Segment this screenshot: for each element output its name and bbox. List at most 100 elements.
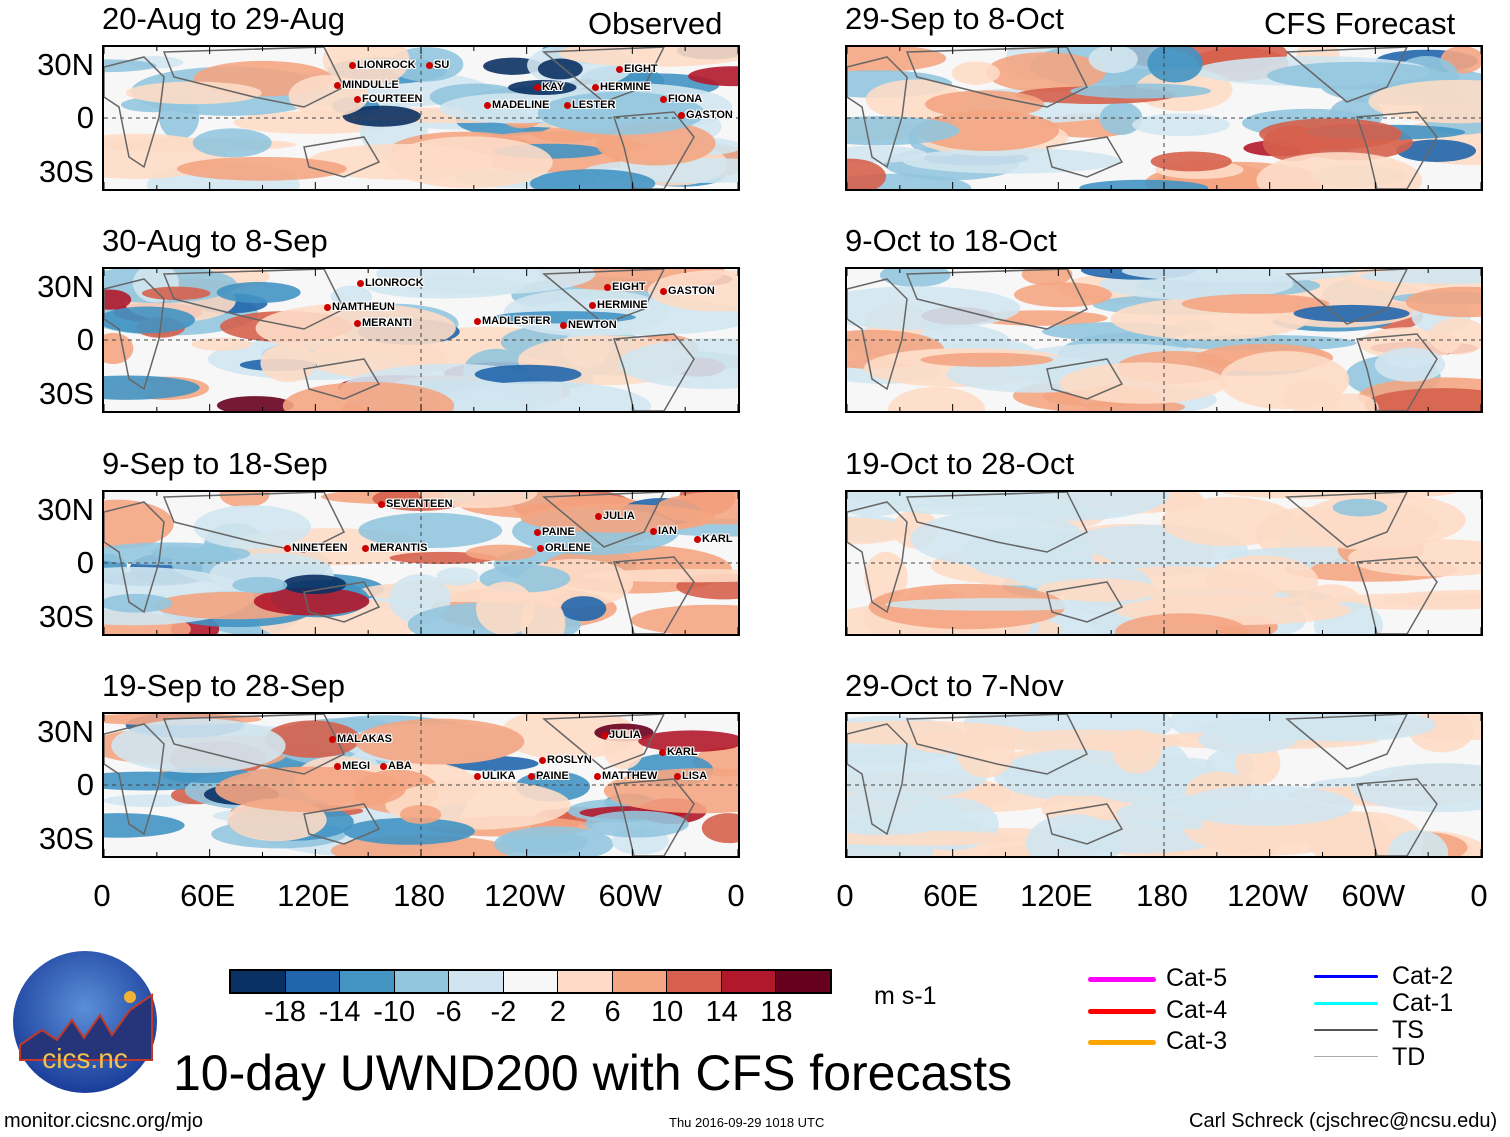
anomaly-contour xyxy=(104,289,132,310)
lon-label: 60W xyxy=(1341,878,1406,913)
anomaly-contour xyxy=(1351,763,1481,813)
australia-outline xyxy=(1046,803,1124,845)
storm-label: NINETEEN xyxy=(284,542,348,554)
anomaly-contour xyxy=(1293,304,1410,323)
anomaly-contour xyxy=(847,286,1021,330)
storm-label: HERMINE xyxy=(589,299,648,311)
anomaly-contour xyxy=(1300,493,1466,547)
africa-outline xyxy=(847,56,908,169)
anomaly-contour xyxy=(264,720,361,758)
africa-outline xyxy=(104,501,165,614)
africa-outline xyxy=(104,723,165,836)
legend-label: Cat-2 xyxy=(1392,962,1454,990)
anomaly-contour xyxy=(433,381,651,411)
lon-label: 180 xyxy=(1136,878,1188,913)
forecast-map-panel xyxy=(845,45,1483,191)
storm-label: MALAKAS xyxy=(329,733,392,745)
colorbar-swatch xyxy=(340,971,395,992)
lat-label: 0 xyxy=(76,545,94,580)
storm-label: SU xyxy=(426,59,449,71)
anomaly-contour xyxy=(216,281,301,304)
storm-label: IAN xyxy=(650,525,677,537)
anomaly-contour xyxy=(1364,388,1481,411)
anomaly-contour xyxy=(1198,726,1297,754)
lat-label: 30N xyxy=(37,47,94,82)
anomaly-contour xyxy=(474,364,582,384)
anomaly-contour xyxy=(282,381,455,411)
anomaly-contour xyxy=(701,813,738,844)
lat-label: 30S xyxy=(38,821,94,856)
anomaly-contour xyxy=(688,66,738,87)
anomaly-contour xyxy=(558,47,738,67)
forecast-panel-title: 29-Sep to 8-Oct xyxy=(845,1,1064,36)
north-america-outline xyxy=(542,47,665,103)
anomaly-contour xyxy=(847,158,887,189)
colorbar-swatch xyxy=(394,971,449,992)
storm-label: GASTON xyxy=(678,109,733,121)
figure-title: 10-day UWND200 with CFS forecasts xyxy=(173,1045,1013,1101)
anomaly-contour xyxy=(1368,79,1481,124)
asia-outline xyxy=(905,714,1089,775)
storm-label: PAINE xyxy=(534,526,575,538)
south-america-outline xyxy=(1355,778,1438,856)
anomaly-contour xyxy=(1384,353,1434,368)
anomaly-contour xyxy=(902,148,1121,174)
lat-label: 0 xyxy=(76,100,94,135)
anomaly-contour xyxy=(355,718,525,765)
north-america-outline xyxy=(1285,47,1408,103)
storm-label: GASTON xyxy=(660,285,715,297)
north-america-outline xyxy=(1285,492,1408,548)
legend-line-td xyxy=(1314,1056,1378,1057)
anomaly-contour xyxy=(104,813,185,838)
legend-line-cat-2 xyxy=(1314,975,1378,978)
anomaly-contour xyxy=(537,58,583,80)
legend-label: Cat-3 xyxy=(1166,1027,1228,1055)
observed-map-panel: LIONROCK SU MINDULLE FOURTEEN MADELINE KAY LES… xyxy=(102,45,740,191)
forecast-map-panel xyxy=(845,267,1483,413)
forecast-map-panel xyxy=(845,712,1483,858)
lat-label: 30S xyxy=(38,154,94,189)
north-america-outline xyxy=(542,492,665,548)
forecast-panel-title: 19-Oct to 28-Oct xyxy=(845,446,1075,481)
colorbar-swatch xyxy=(612,971,667,992)
anomaly-contour xyxy=(1099,102,1143,135)
storm-label: ULIKA xyxy=(474,770,516,782)
anomaly-contour xyxy=(952,61,1000,85)
anomaly-contour xyxy=(847,116,960,146)
colorbar-tick-label: -6 xyxy=(435,996,462,1028)
storm-label: FOURTEEN xyxy=(354,93,423,105)
legend-line-ts xyxy=(1314,1029,1378,1031)
anomaly-contour xyxy=(885,598,1103,611)
south-america-outline xyxy=(612,333,695,411)
legend-line-cat-1 xyxy=(1314,1002,1378,1005)
anomaly-contour xyxy=(847,47,947,73)
observed-panel-title: 9-Sep to 18-Sep xyxy=(102,446,328,481)
anomaly-contour xyxy=(1259,118,1403,150)
north-america-outline xyxy=(542,269,665,325)
anomaly-contour xyxy=(887,386,986,411)
storm-label: MERANTI xyxy=(354,317,412,329)
colorbar-tick-label: 18 xyxy=(760,996,793,1028)
north-america-outline xyxy=(1285,714,1408,770)
anomaly-contour xyxy=(1428,317,1481,355)
lat-label: 30N xyxy=(37,492,94,527)
asia-outline xyxy=(162,714,346,775)
anomaly-contour xyxy=(925,90,1045,119)
observed-map-panel: MALAKAS MEGI ABA ULIKA PAINE ROSLYN JULIA KARL M… xyxy=(102,712,740,858)
anomaly-contour xyxy=(176,156,348,181)
logo-text: cics.nc xyxy=(42,1043,128,1074)
asia-outline xyxy=(162,492,346,553)
storm-label: MADELINE xyxy=(484,99,549,111)
anomaly-contour xyxy=(920,352,1054,367)
anomaly-contour xyxy=(282,574,347,595)
footer-url[interactable]: monitor.cicsnc.org/mjo xyxy=(4,1110,203,1132)
anomaly-contour xyxy=(1219,351,1350,410)
anomaly-contour xyxy=(1396,139,1477,163)
anomaly-contour xyxy=(1266,61,1446,90)
asia-outline xyxy=(905,47,1089,108)
asia-outline xyxy=(162,269,346,330)
anomaly-contour xyxy=(630,604,738,634)
anomaly-contour xyxy=(151,546,204,559)
australia-outline xyxy=(303,803,381,845)
asia-outline xyxy=(162,47,346,108)
